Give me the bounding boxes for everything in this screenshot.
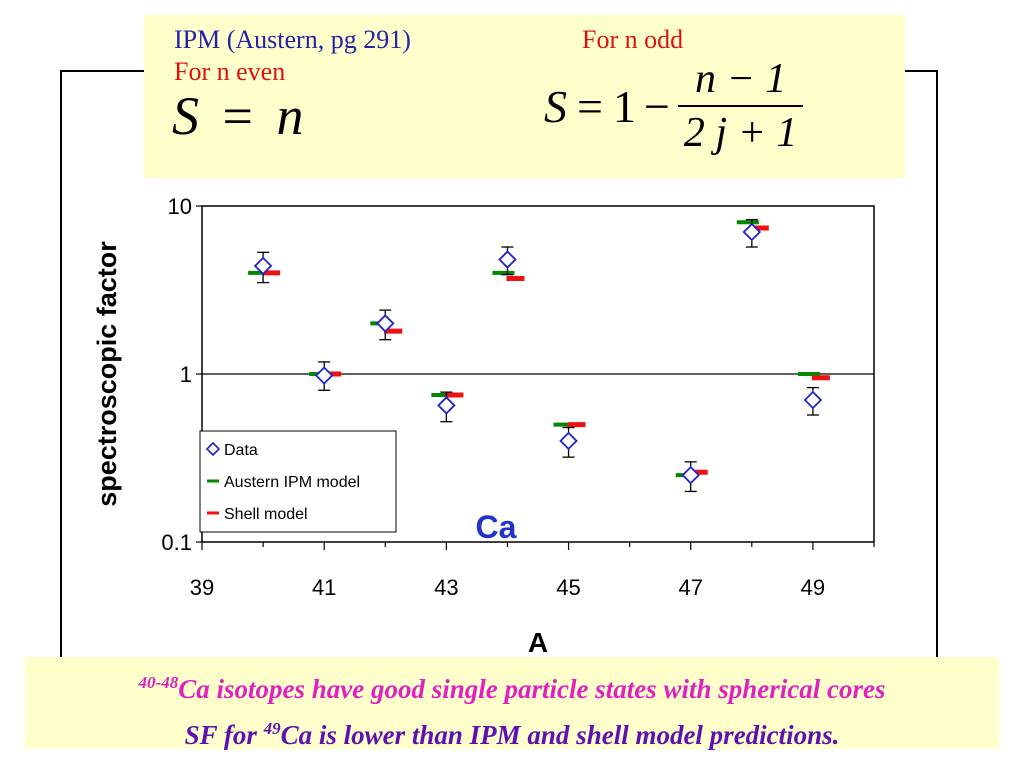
y-tick-label: 10 <box>168 194 192 219</box>
legend: Data Austern IPM model Shell model <box>199 430 397 533</box>
conclusion-line-1: 40-48Ca isotopes have good single partic… <box>25 663 999 709</box>
element-annotation: Ca <box>476 509 517 545</box>
conclusion-box: 40-48Ca isotopes have good single partic… <box>25 657 999 750</box>
odd-numerator: n − 1 <box>694 56 787 102</box>
x-tick-label: 45 <box>556 575 580 600</box>
conclusion-sup-2: 49 <box>263 719 281 738</box>
legend-marker-data <box>205 441 221 457</box>
even-eq: = <box>222 86 253 146</box>
even-equation: S = n <box>172 85 303 147</box>
x-tick-label: 43 <box>434 575 458 600</box>
data-point <box>803 390 823 410</box>
legend-label: Austern IPM model <box>224 474 360 491</box>
even-label: For n even <box>174 57 286 86</box>
data-point <box>375 314 395 333</box>
data-point <box>437 396 456 415</box>
legend-label: Data <box>224 442 258 459</box>
x-tick-label: 49 <box>801 575 825 600</box>
y-axis-title: spectroscopic factor <box>92 241 122 507</box>
odd-eq: = <box>577 80 603 132</box>
x-tick-label: 39 <box>190 575 214 600</box>
data-point <box>559 431 578 451</box>
odd-equation: S = 1 − n − 1 2 j + 1 <box>544 53 804 159</box>
data-point <box>742 222 762 242</box>
fraction-bar <box>677 105 804 107</box>
conclusion-line-2: SF for 49Ca is lower than IPM and shell … <box>25 709 999 755</box>
data-point <box>681 465 701 485</box>
odd-label: For n odd <box>582 25 684 54</box>
conclusion-text-1: Ca isotopes have good single particle st… <box>178 674 886 704</box>
data-point <box>314 366 334 385</box>
formula-box: IPM (Austern, pg 291) For n even S = n F… <box>144 15 905 178</box>
x-tick-label: 47 <box>678 575 702 600</box>
y-tick-label: 0.1 <box>161 530 192 555</box>
ipm-title: IPM (Austern, pg 291) <box>174 25 411 54</box>
even-rhs: n <box>276 86 304 146</box>
data-point <box>253 256 273 276</box>
conclusion-prefix-2: SF for <box>184 720 264 750</box>
odd-lhs: S <box>544 80 567 132</box>
even-lhs: S <box>172 86 199 146</box>
y-tick-label: 1 <box>180 362 192 387</box>
odd-minus: − <box>643 80 670 132</box>
odd-fraction: n − 1 2 j + 1 <box>677 53 804 159</box>
odd-one: 1 <box>612 80 636 132</box>
conclusion-text-2: Ca is lower than IPM and shell model pre… <box>280 720 840 750</box>
data-point <box>498 250 517 269</box>
odd-denominator: 2 j + 1 <box>683 110 798 156</box>
legend-label: Shell model <box>224 506 308 523</box>
x-tick-label: 41 <box>312 575 336 600</box>
x-axis-title: A <box>528 627 548 658</box>
conclusion-sup-1: 40-48 <box>138 673 179 692</box>
